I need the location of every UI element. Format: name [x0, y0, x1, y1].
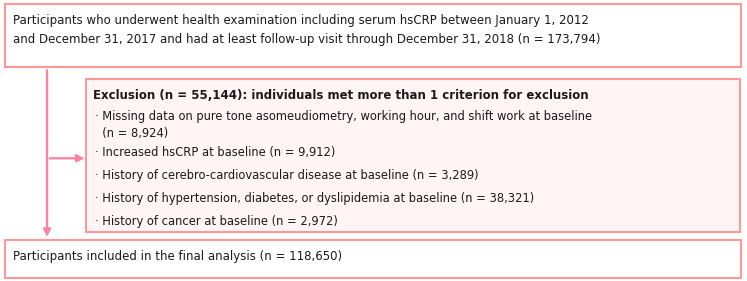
FancyBboxPatch shape [5, 240, 741, 278]
Text: · History of cerebro-cardiovascular disease at baseline (n = 3,289): · History of cerebro-cardiovascular dise… [95, 169, 479, 182]
Text: · History of hypertension, diabetes, or dyslipidemia at baseline (n = 38,321): · History of hypertension, diabetes, or … [95, 192, 534, 205]
Text: Participants included in the final analysis (n = 118,650): Participants included in the final analy… [13, 250, 342, 263]
Text: · Missing data on pure tone asomeudiometry, working hour, and shift work at base: · Missing data on pure tone asomeudiomet… [95, 110, 592, 123]
Text: Participants who underwent health examination including serum hsCRP between Janu: Participants who underwent health examin… [13, 14, 600, 46]
FancyBboxPatch shape [86, 79, 740, 232]
Text: · Increased hsCRP at baseline (n = 9,912): · Increased hsCRP at baseline (n = 9,912… [95, 146, 335, 159]
Text: Exclusion (n = 55,144): individuals met more than 1 criterion for exclusion: Exclusion (n = 55,144): individuals met … [93, 89, 589, 102]
Text: (n = 8,924): (n = 8,924) [95, 127, 168, 140]
Text: · History of cancer at baseline (n = 2,972): · History of cancer at baseline (n = 2,9… [95, 215, 338, 228]
FancyBboxPatch shape [5, 4, 741, 67]
